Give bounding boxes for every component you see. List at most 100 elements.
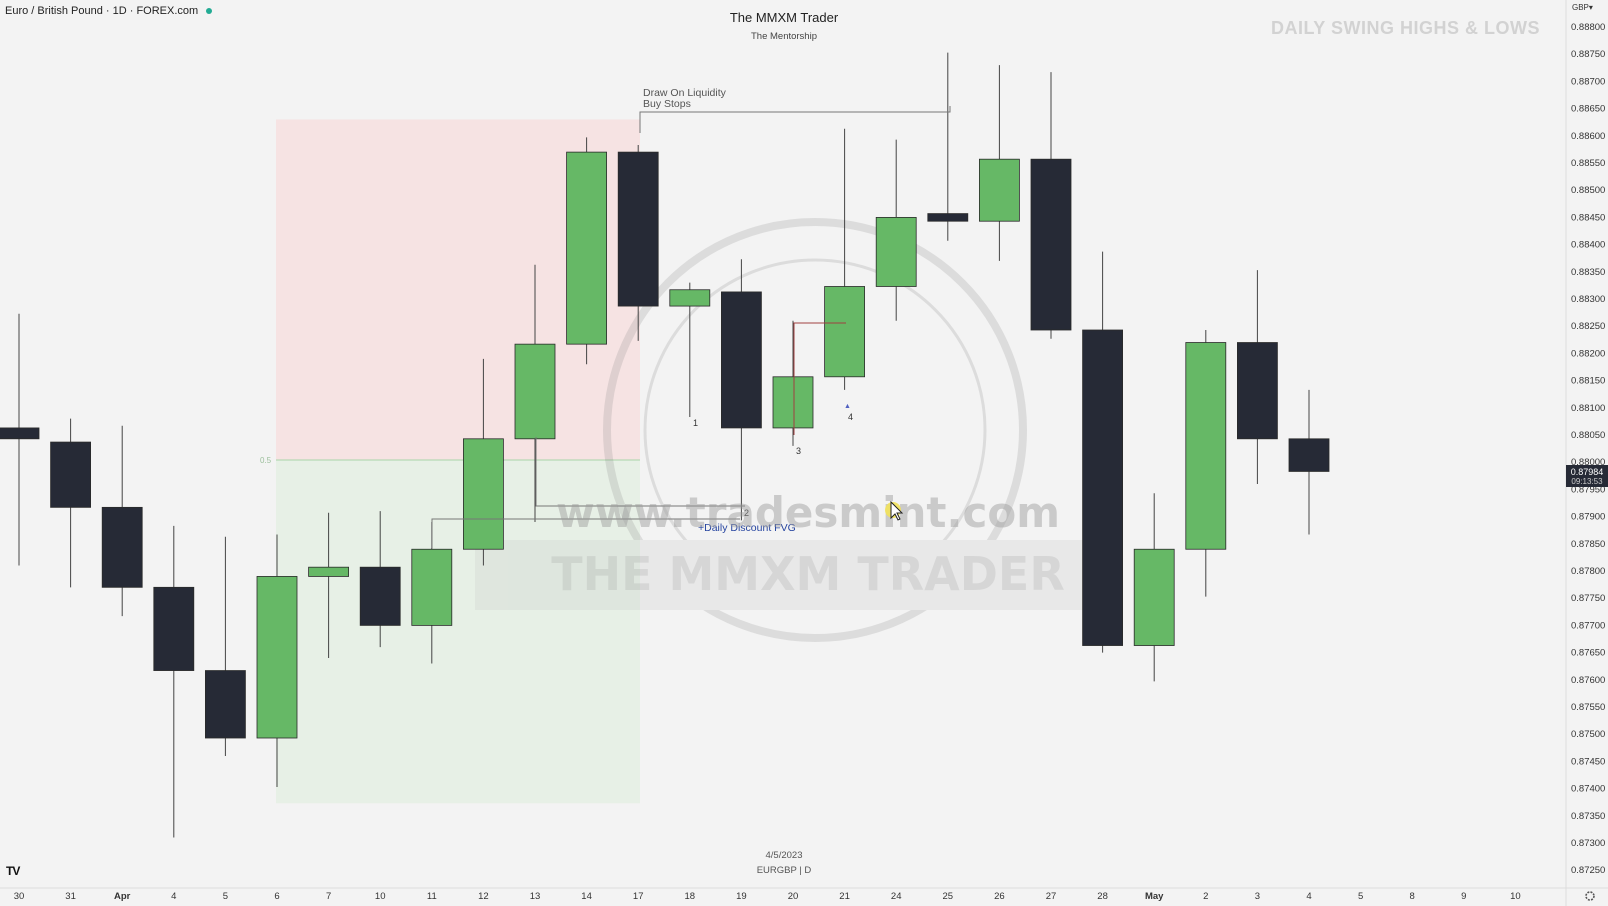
candle-body-25[interactable] xyxy=(927,213,969,222)
candle-body-26[interactable] xyxy=(979,158,1020,222)
tradingview-logo-icon[interactable]: TV xyxy=(6,864,20,878)
date-axis[interactable]: 30 31 Apr 4 5 6 7 10 11 12 13 14 17 18 19 20 21 24 25 26 27 2… xyxy=(14,891,1521,902)
swing-label-3: 3 xyxy=(796,446,801,456)
candle-body-24[interactable] xyxy=(875,216,917,287)
candle-body-20[interactable] xyxy=(772,376,814,429)
symbol-title-text: Euro / British Pound · 1D · FOREX.com xyxy=(5,5,199,17)
mouse-cursor-icon xyxy=(890,500,904,521)
currency-selector[interactable]: GBP▾ xyxy=(1572,3,1593,12)
price-tick-label: 0.87650 xyxy=(1571,648,1605,659)
candle-body-31[interactable] xyxy=(50,441,91,508)
candle-body-14[interactable] xyxy=(566,151,607,345)
bar-countdown: 09:13:53 xyxy=(1571,477,1603,486)
date-tick-label: 10 xyxy=(375,891,386,902)
price-tick-label: 0.88200 xyxy=(1571,348,1605,359)
date-tick-label: 5 xyxy=(1358,891,1363,902)
price-tick-label: 0.88750 xyxy=(1571,49,1605,60)
candle-body-6[interactable] xyxy=(256,576,298,739)
candle-body-11[interactable] xyxy=(411,548,453,626)
date-tick-label: 13 xyxy=(530,891,541,902)
price-tick-label: 0.88450 xyxy=(1571,212,1605,223)
price-tick-label: 0.87800 xyxy=(1571,566,1605,577)
date-tick-label: 18 xyxy=(685,891,696,902)
price-tick-label: 0.87900 xyxy=(1571,512,1605,523)
price-tick-label: 0.87600 xyxy=(1571,675,1605,686)
candle-body-30[interactable] xyxy=(0,427,40,440)
date-tick-label: 21 xyxy=(839,891,850,902)
candle-body-May[interactable] xyxy=(1133,548,1175,646)
price-tick-label: 0.87550 xyxy=(1571,702,1605,713)
date-tick-label: 26 xyxy=(994,891,1005,902)
watermark-url: www.tradesmint.com xyxy=(556,488,1060,537)
date-tick-label: 4 xyxy=(171,891,176,902)
date-tick-label: 27 xyxy=(1046,891,1057,902)
date-tick-label: 7 xyxy=(326,891,331,902)
candle-body-10[interactable] xyxy=(359,566,401,626)
swing-line-3-4 xyxy=(793,322,846,435)
fvg-lower-line xyxy=(431,518,740,548)
fvg-upper-line xyxy=(535,437,745,507)
price-tick-label: 0.87700 xyxy=(1571,620,1605,631)
candle-body-7[interactable] xyxy=(308,566,350,577)
date-tick-label: 12 xyxy=(478,891,489,902)
date-tick-label: 20 xyxy=(788,891,799,902)
fvg-label: +Daily Discount FVG xyxy=(698,522,796,534)
candle-body-17[interactable] xyxy=(617,151,659,307)
candle-body-21[interactable] xyxy=(824,286,865,378)
watermark-logo xyxy=(475,218,1085,642)
candle-body-4[interactable] xyxy=(153,586,195,671)
date-tick-label: 28 xyxy=(1097,891,1108,902)
discount-zone xyxy=(276,460,640,804)
triangle-marker-icon: ▲ xyxy=(844,403,851,410)
footer-symbol: EURGBP | D xyxy=(756,865,812,876)
swing-label-2: 2 xyxy=(744,508,749,518)
settings-gear-icon[interactable] xyxy=(1585,891,1595,901)
candle-body-Apr[interactable] xyxy=(101,506,143,588)
price-axis[interactable]: 0.88800 0.88750 0.88700 0.88650 0.88600 0.885… xyxy=(1571,22,1605,876)
price-tick-label: 0.87500 xyxy=(1571,729,1605,740)
date-tick-label: 17 xyxy=(633,891,644,902)
price-tick-label: 0.88800 xyxy=(1571,22,1605,33)
dol-label-line1: Draw On Liquidity xyxy=(643,87,727,99)
candle-body-3[interactable] xyxy=(1237,342,1278,440)
candle-body-2[interactable] xyxy=(1185,342,1227,550)
watermark-brand: THE MMXM TRADER xyxy=(551,547,1065,601)
fib-level-label: 0.5 xyxy=(260,456,272,465)
date-tick-label: 25 xyxy=(943,891,954,902)
candle-body-13[interactable] xyxy=(514,343,556,440)
chart-center-subtitle: The Mentorship xyxy=(750,31,817,42)
date-tick-label: 8 xyxy=(1410,891,1415,902)
candle-body-4[interactable] xyxy=(1288,438,1330,472)
symbol-title[interactable]: Euro / British Pound · 1D · FOREX.com xyxy=(5,5,213,17)
last-price-tag xyxy=(1566,465,1608,487)
date-tick-label: 6 xyxy=(274,891,279,902)
price-tick-label: 0.88550 xyxy=(1571,158,1605,169)
candle-body-19[interactable] xyxy=(721,291,762,429)
last-price-value: 0.87984 xyxy=(1571,467,1604,477)
date-tick-label: 31 xyxy=(65,891,76,902)
price-tick-label: 0.87300 xyxy=(1571,838,1605,849)
date-tick-label: 24 xyxy=(891,891,902,902)
price-tick-label: 0.88400 xyxy=(1571,240,1605,251)
candle-body-27[interactable] xyxy=(1030,158,1072,331)
swing-label-4: 4 xyxy=(848,412,853,422)
footer-date: 4/5/2023 xyxy=(765,850,803,861)
price-tick-label: 0.87400 xyxy=(1571,784,1605,795)
chart-center-title: The MMXM Trader xyxy=(729,10,839,25)
draw-on-liquidity-line xyxy=(639,106,951,133)
date-tick-label: May xyxy=(1145,891,1164,902)
candle-body-12[interactable] xyxy=(462,438,504,550)
candle-body-28[interactable] xyxy=(1082,329,1123,646)
top-right-title: DAILY SWING HIGHS & LOWS xyxy=(1270,18,1540,38)
price-tick-label: 0.88700 xyxy=(1571,76,1605,87)
date-tick-label: 3 xyxy=(1255,891,1260,902)
date-tick-label: 5 xyxy=(223,891,228,902)
date-tick-label: 19 xyxy=(736,891,747,902)
candle-body-18[interactable] xyxy=(669,289,711,307)
price-tick-label: 0.88100 xyxy=(1571,403,1605,414)
price-tick-label: 0.87750 xyxy=(1571,593,1605,604)
date-tick-label: 2 xyxy=(1203,891,1208,902)
price-tick-label: 0.88000 xyxy=(1571,457,1605,468)
candle-body-5[interactable] xyxy=(204,670,246,739)
